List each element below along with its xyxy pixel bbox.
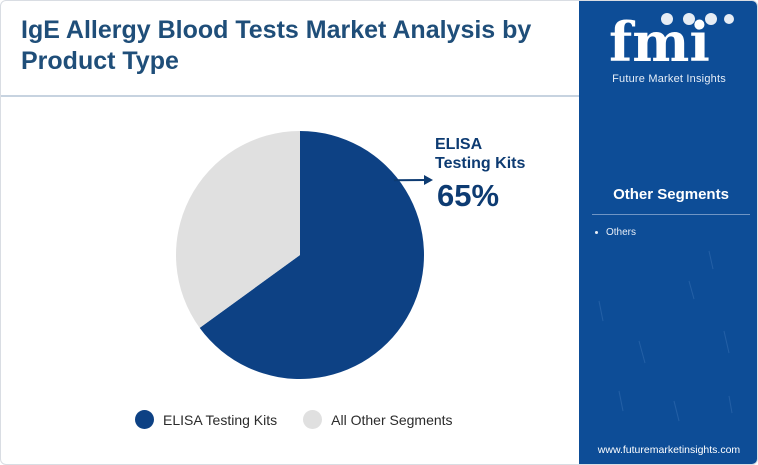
legend-label-other: All Other Segments <box>331 411 453 428</box>
footer-url: www.futuremarketinsights.com <box>597 444 741 456</box>
pie-chart <box>176 131 433 379</box>
callout-line-2: Testing Kits <box>435 155 526 172</box>
title-divider <box>1 95 579 97</box>
legend-item-elisa: ELISA Testing Kits <box>135 410 277 429</box>
sidebar-divider <box>592 214 750 215</box>
sidebar-texture <box>598 250 733 422</box>
callout-value: 65% <box>437 178 500 213</box>
sidebar-panel: fmi Future Market Insights Other Segment… <box>579 1 757 464</box>
sidebar-list: Others <box>595 227 636 238</box>
sidebar-list-item: Others <box>595 227 636 238</box>
legend-item-other: All Other Segments <box>303 410 453 429</box>
chart-title: IgE Allergy Blood Tests Market Analysis … <box>21 16 532 75</box>
fmi-logo-icon: fmi <box>609 11 734 67</box>
bullet-icon <box>595 230 598 234</box>
sidebar-heading: Other Segments <box>613 186 729 203</box>
sidebar-item-label: Others <box>606 227 637 238</box>
legend-label-elisa: ELISA Testing Kits <box>163 411 278 428</box>
callout-line-1: ELISA <box>435 136 483 153</box>
logo-caption: Future Market Insights <box>612 73 726 85</box>
callout-label: ELISA Testing Kits <box>435 135 525 173</box>
chart-legend: ELISA Testing Kits All Other Segments <box>135 410 479 429</box>
legend-swatch-other <box>303 410 323 429</box>
legend-swatch-elisa <box>135 410 154 429</box>
pie-slice-elisa <box>199 131 424 379</box>
pie-slice-other <box>176 131 300 328</box>
callout-arrowhead-icon <box>424 175 433 185</box>
